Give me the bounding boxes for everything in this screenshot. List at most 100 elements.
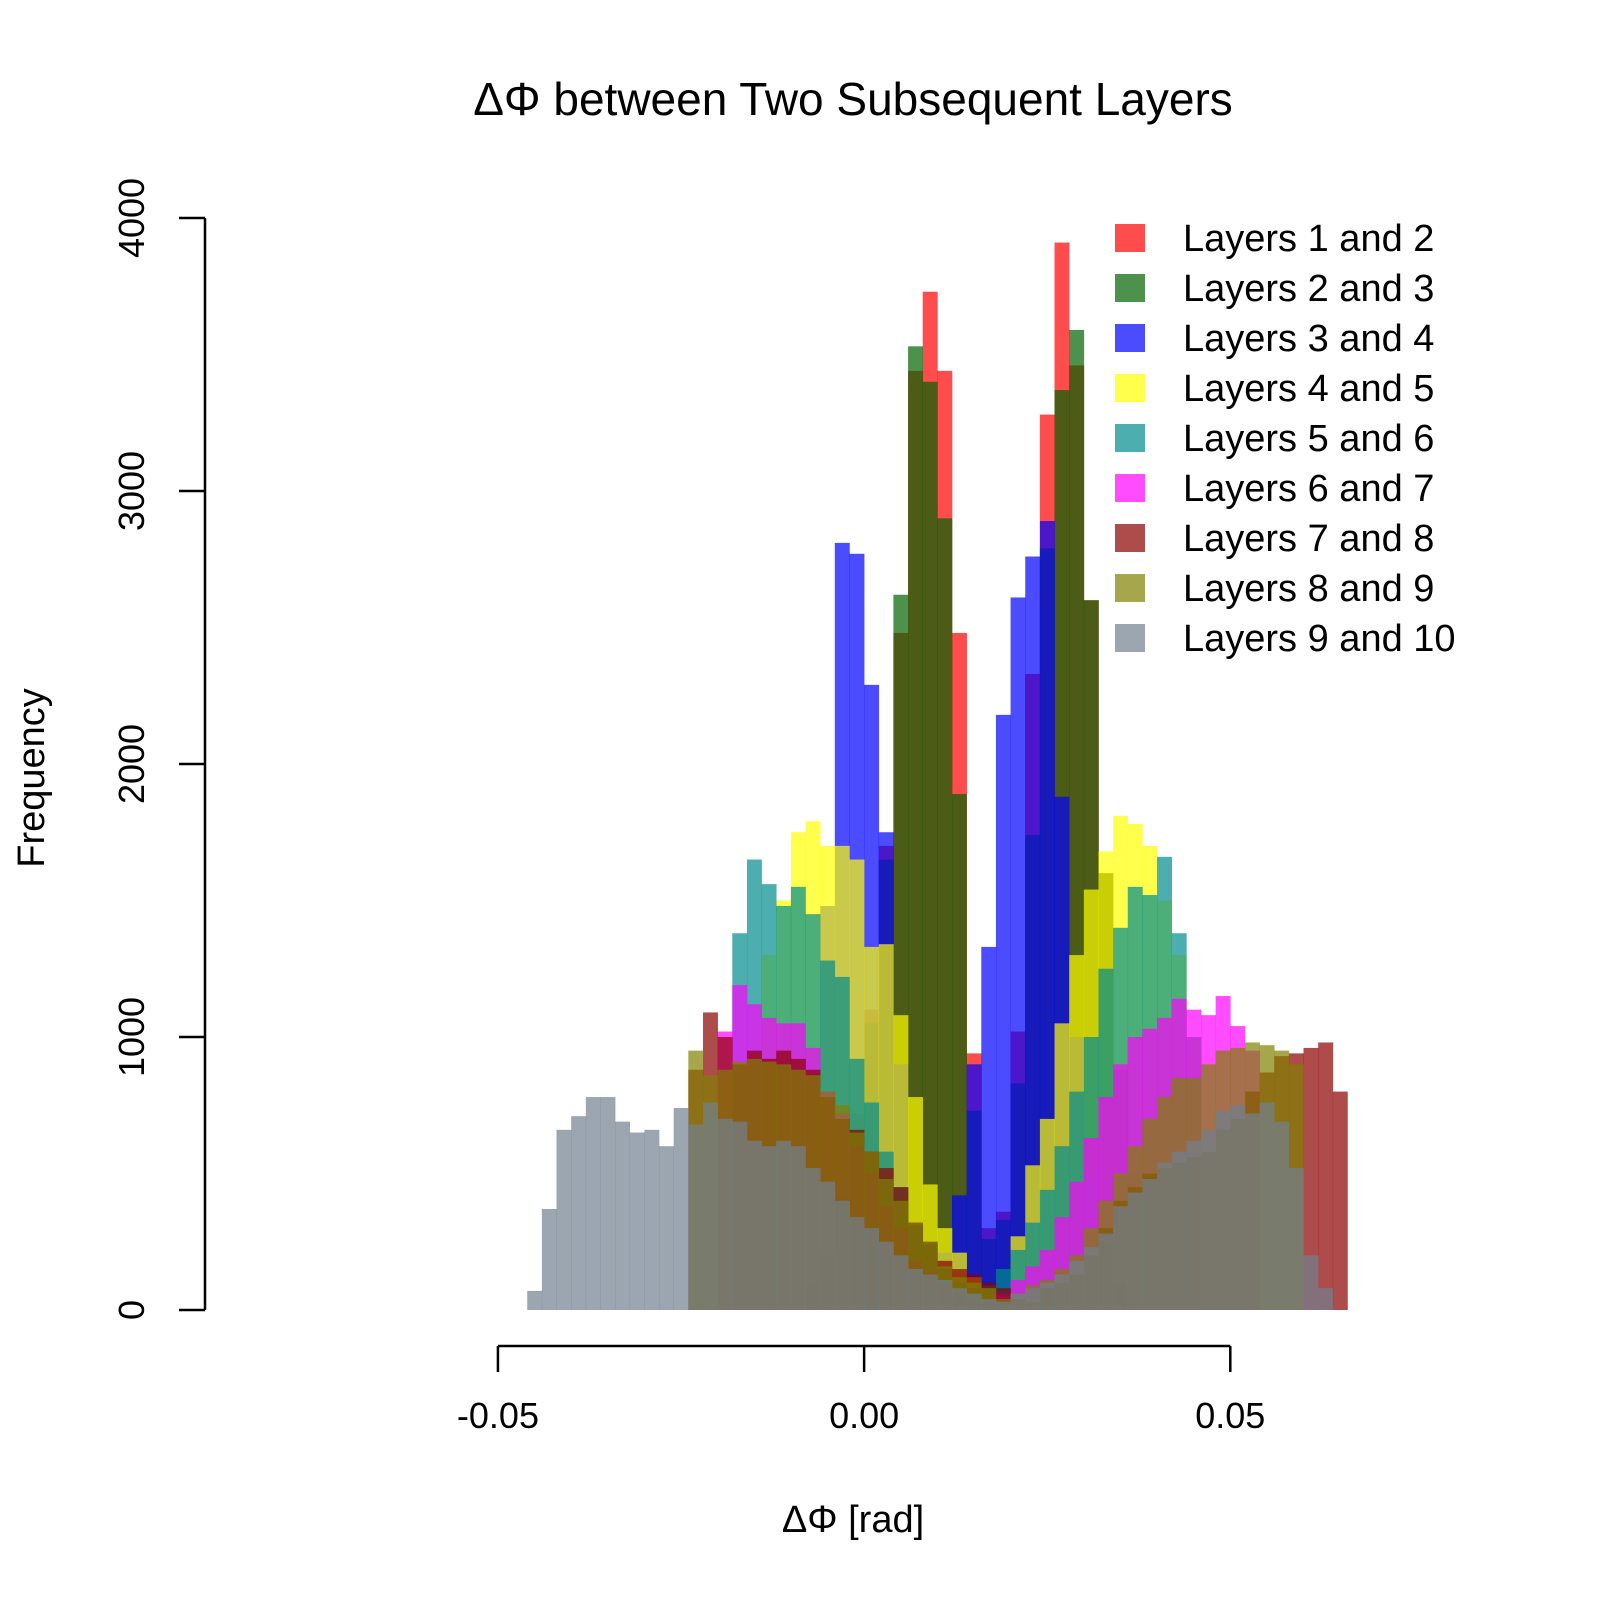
histogram-bar: [1318, 1288, 1334, 1310]
histogram-bar: [556, 1129, 572, 1310]
x-axis: -0.05 0.00 0.05: [457, 1344, 1265, 1436]
histogram-bar: [673, 1107, 689, 1310]
x-tick-label: 0.00: [829, 1395, 899, 1436]
histogram-bar: [746, 1140, 762, 1310]
histogram-bar: [805, 1168, 821, 1310]
histogram-bar: [1215, 1110, 1231, 1310]
histogram-bar: [820, 1181, 836, 1310]
histogram-bar: [981, 1299, 997, 1310]
histogram-bar: [922, 1274, 938, 1310]
histogram-bar: [1010, 597, 1026, 1310]
histogram-bar: [688, 1124, 704, 1310]
legend-item: Layers 4 and 5: [1115, 368, 1434, 410]
legend-label: Layers 7 and 8: [1183, 518, 1434, 560]
histogram-bar: [849, 1217, 865, 1310]
histogram-bars: [527, 242, 1348, 1311]
histogram-bar: [1288, 1168, 1304, 1310]
histogram-bar: [995, 714, 1011, 1310]
legend-item: Layers 7 and 8: [1115, 518, 1434, 560]
histogram-bar: [1039, 521, 1055, 1310]
histogram-bar: [1025, 556, 1041, 1310]
legend-swatch: [1115, 224, 1145, 252]
histogram-bar: [937, 1279, 953, 1310]
legend-swatch: [1115, 324, 1145, 352]
histogram-bar: [937, 518, 953, 1310]
y-tick-label: 4000: [111, 178, 152, 258]
legend-label: Layers 2 and 3: [1183, 268, 1434, 310]
histogram-bar: [527, 1290, 543, 1310]
legend-item: Layers 3 and 4: [1115, 318, 1434, 360]
histogram-bar: [981, 946, 997, 1310]
histogram-bar: [600, 1097, 616, 1310]
histogram-bar: [922, 381, 938, 1310]
histogram-bar: [893, 1255, 909, 1310]
histogram-bar: [790, 1146, 806, 1310]
legend-label: Layers 1 and 2: [1183, 218, 1434, 260]
histogram-bar: [966, 1293, 982, 1310]
legend-item: Layers 8 and 9: [1115, 568, 1434, 610]
histogram-bar: [1113, 1206, 1129, 1310]
histogram-bar: [1025, 1288, 1041, 1310]
legend-label: Layers 5 and 6: [1183, 418, 1434, 460]
y-axis: 0 1000 2000 3000 4000: [111, 178, 207, 1320]
y-axis-label: Frequency: [11, 688, 53, 868]
histogram-bar: [1157, 1162, 1173, 1310]
histogram-bar: [629, 1132, 645, 1310]
histogram-bar: [571, 1116, 587, 1310]
histogram-bar: [1010, 1293, 1026, 1310]
histogram-bar: [995, 1301, 1011, 1310]
histogram-bar: [541, 1208, 557, 1310]
legend-swatch: [1115, 474, 1145, 502]
series-9: [527, 1097, 1334, 1310]
histogram-bar: [1244, 1113, 1260, 1310]
legend: Layers 1 and 2 Layers 2 and 3 Layers 3 and…: [1115, 218, 1456, 660]
histogram-bar: [1230, 1105, 1246, 1310]
legend-swatch: [1115, 574, 1145, 602]
histogram-bar: [1142, 1178, 1158, 1310]
legend-swatch: [1115, 524, 1145, 552]
histogram-bar: [864, 1228, 880, 1310]
histogram-bar: [717, 1118, 733, 1310]
legend-item: Layers 6 and 7: [1115, 468, 1434, 510]
legend-item: Layers 2 and 3: [1115, 268, 1434, 310]
histogram-bar: [878, 1241, 894, 1310]
histogram-bar: [1054, 1274, 1070, 1310]
legend-item: Layers 5 and 6: [1115, 418, 1434, 460]
y-tick-label: 2000: [111, 724, 152, 804]
histogram-bar: [585, 1097, 601, 1310]
chart-title: ΔΦ between Two Subsequent Layers: [473, 73, 1233, 125]
histogram-bar: [952, 794, 967, 1310]
legend-label: Layers 8 and 9: [1183, 568, 1434, 610]
histogram-bar: [1069, 1260, 1085, 1310]
legend-label: Layers 3 and 4: [1183, 318, 1434, 360]
histogram-bar: [776, 1140, 792, 1310]
histogram-bar: [1083, 1247, 1099, 1310]
y-tick-label: 3000: [111, 451, 152, 531]
histogram-bar: [1186, 1140, 1202, 1310]
histogram-bar: [1332, 1091, 1348, 1310]
histogram-bar: [732, 1121, 748, 1310]
histogram-bar: [908, 1269, 924, 1310]
histogram-bar: [1318, 1042, 1334, 1310]
histogram-bar: [1127, 1192, 1143, 1310]
histogram-bar: [1098, 1233, 1114, 1310]
histogram-bar: [1201, 1129, 1216, 1310]
histogram-bar: [1259, 1102, 1275, 1310]
histogram-bar: [908, 346, 924, 1310]
legend-swatch: [1115, 624, 1145, 652]
histogram-bar: [1171, 1151, 1187, 1310]
legend-label: Layers 4 and 5: [1183, 368, 1434, 410]
legend-item: Layers 9 and 10: [1115, 618, 1456, 660]
histogram-bar: [644, 1129, 660, 1310]
histogram-bar: [834, 1200, 850, 1310]
histogram-bar: [703, 1102, 718, 1310]
histogram-bar: [1303, 1047, 1319, 1310]
legend-item: Layers 1 and 2: [1115, 218, 1434, 260]
legend-label: Layers 9 and 10: [1183, 618, 1456, 660]
histogram-bar: [966, 1064, 982, 1310]
x-tick-label: 0.05: [1195, 1395, 1265, 1436]
legend-swatch: [1115, 374, 1145, 402]
histogram-bar: [952, 1288, 967, 1310]
x-axis-label: ΔΦ [rad]: [782, 1499, 924, 1541]
